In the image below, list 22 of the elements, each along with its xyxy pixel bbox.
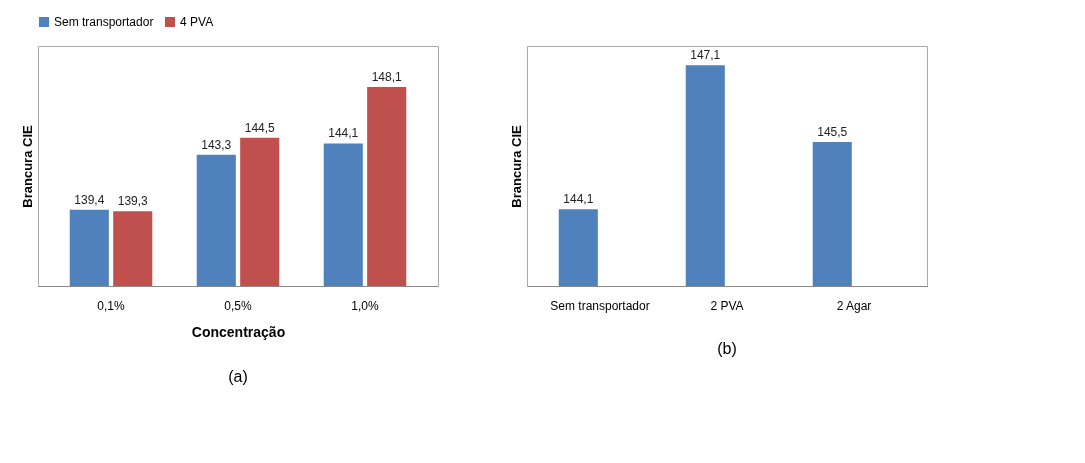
x-tick-label: 2 Agar [836, 298, 872, 313]
data-label: 144,5 [244, 120, 276, 135]
data-label: 145,5 [817, 125, 848, 139]
data-label: 139,4 [74, 192, 105, 207]
data-label: 144,1 [328, 126, 359, 141]
data-label: 148,1 [371, 69, 403, 84]
data-label: 147,1 [690, 48, 721, 63]
x-tick-label: 0,5% [224, 298, 252, 313]
legend-label: 4 PVA [180, 15, 214, 29]
data-label: 139,3 [117, 194, 149, 209]
y-axis-title: Brancura CIE [508, 125, 524, 208]
x-tick-label: 0,1% [97, 298, 126, 313]
data-label: 144,1 [563, 192, 594, 207]
x-axis-title: Concentração [191, 323, 286, 340]
text: (a) [228, 368, 248, 385]
legend-label: Sem transportador [54, 15, 154, 29]
x-tick-label: 1,0% [351, 298, 379, 313]
text: (b) [717, 340, 737, 357]
data-label: 143,3 [201, 137, 232, 152]
x-tick-label: Sem transportador [550, 298, 650, 313]
x-tick-label: 2 PVA [710, 298, 744, 313]
y-axis-title: Brancura CIE [19, 125, 35, 208]
